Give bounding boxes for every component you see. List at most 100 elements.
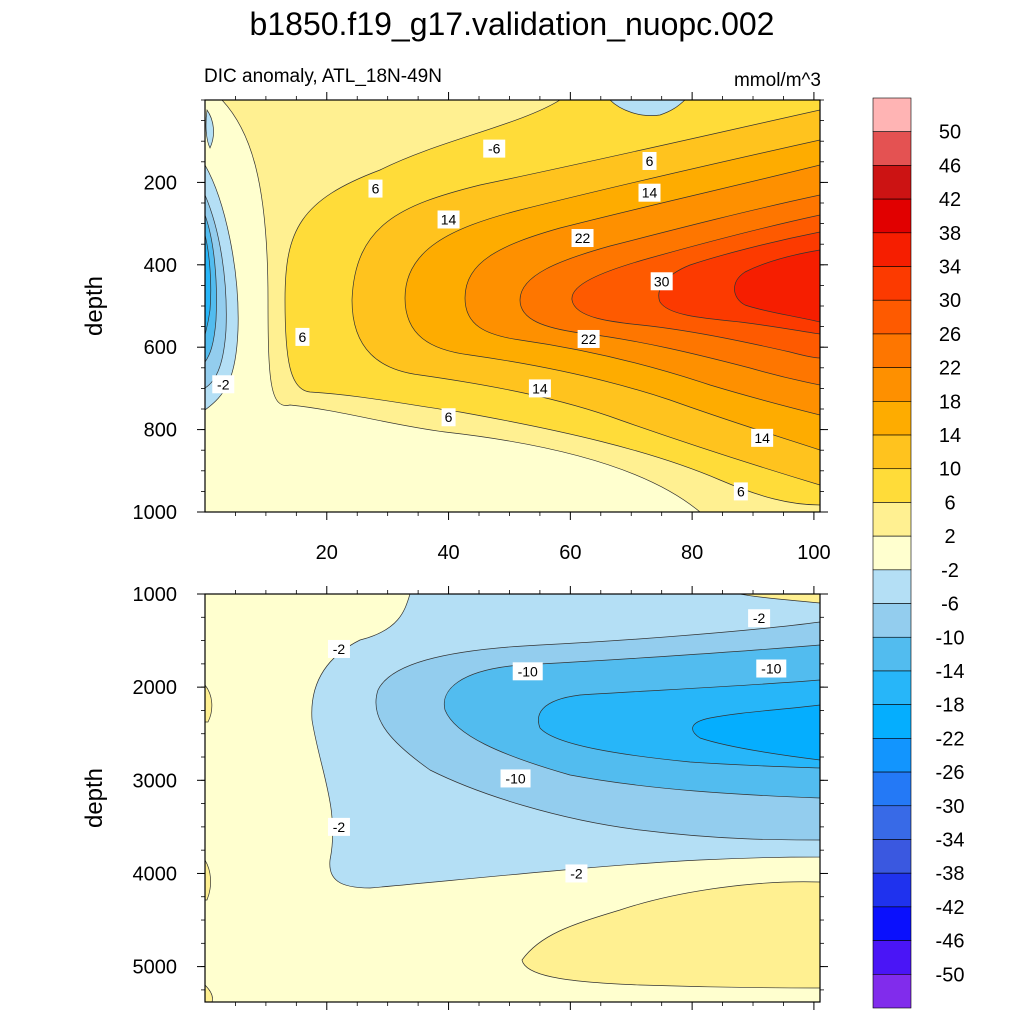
colorbar-label: -50	[936, 964, 965, 986]
upper-ytick-label: 1000	[133, 502, 178, 524]
upper-contour-label-bg	[528, 379, 551, 398]
upper-contour-label-bg	[650, 272, 673, 291]
upper-ticks: 200 400 600 800 1000 20 40 60 80 100	[133, 92, 831, 564]
colorbar-label: 26	[939, 324, 961, 346]
colorbar-swatch	[872, 973, 912, 1009]
lower-ytick-label: 4000	[133, 863, 178, 885]
lower-ytick-label: 5000	[133, 957, 178, 979]
upper-contour-label-bg	[212, 375, 235, 394]
lower-contour-label-text: -2	[333, 819, 346, 835]
colorbar-swatch	[872, 636, 912, 672]
colorbar-swatch	[872, 131, 912, 166]
colorbar-label: -42	[936, 897, 965, 919]
upper-xtick-label: 100	[797, 542, 830, 564]
colorbar-label: -18	[936, 695, 965, 717]
upper-xtick-label: 40	[437, 542, 459, 564]
colorbar-swatch	[872, 603, 912, 638]
colorbar-label: -26	[936, 762, 965, 784]
colorbar-swatch	[872, 872, 912, 908]
upper-contour-label: 14	[638, 183, 661, 202]
upper-contour-label: 6	[441, 408, 456, 427]
upper-contour-label-bg	[577, 329, 600, 348]
colorbar-swatch	[872, 502, 912, 537]
lower-contour-label: -2	[327, 639, 350, 658]
upper-contour-label-bg	[638, 183, 661, 202]
colorbar-swatch	[872, 940, 912, 975]
lower-contour-label-text: -2	[570, 865, 583, 881]
upper-contour-label: 14	[528, 379, 551, 398]
colorbar-label: 22	[939, 358, 961, 380]
upper-contour-label-text: 14	[642, 185, 658, 201]
colorbar-swatch	[872, 738, 912, 773]
colorbar-label: -6	[941, 594, 959, 616]
upper-contour-label: 22	[577, 329, 600, 348]
colorbar-swatch	[872, 670, 912, 705]
lower-ticks: 1000 2000 3000 4000 5000	[133, 584, 828, 1010]
upper-contour-label-text: 6	[445, 409, 453, 425]
colorbar-swatch	[872, 333, 912, 368]
colorbar-swatch	[872, 535, 912, 571]
lower-contour-labels: -2 -2 -10 -10 -10 -2 -2	[327, 609, 787, 883]
colorbar-label: -34	[936, 829, 965, 851]
colorbar-swatch	[872, 569, 912, 604]
colorbar-swatch	[872, 266, 912, 301]
lower-ytick-label: 1000	[133, 584, 178, 606]
colorbar-label: -10	[936, 627, 965, 649]
colorbar-label: -30	[936, 796, 965, 818]
colorbar: 50 46 42 38 34 30 26 22 18 14 10 6 2 -2 -6 -10 -14 -18 -22…	[872, 97, 965, 1009]
upper-contour-label: -6	[483, 139, 506, 158]
upper-contour-label: 30	[650, 272, 673, 291]
main-title: b1850.f19_g17.validation_nuopc.002	[250, 6, 775, 42]
colorbar-swatch	[872, 906, 912, 941]
colorbar-swatch	[872, 805, 912, 840]
upper-contour-label-bg	[483, 139, 506, 158]
upper-xtick-label: 60	[559, 542, 581, 564]
colorbar-swatch	[872, 704, 912, 739]
colorbar-label: -14	[936, 661, 965, 683]
upper-contour-label-bg	[751, 428, 774, 447]
upper-ytick-label: 200	[144, 172, 177, 194]
upper-contour-label-bg	[368, 179, 383, 198]
colorbar-label: 42	[939, 189, 961, 211]
upper-units: mmol/m^3	[734, 70, 821, 91]
upper-contour-fill	[205, 100, 820, 512]
colorbar-swatch	[872, 401, 912, 436]
lower-contour-label-bg	[756, 659, 787, 678]
lower-contour-label-bg	[327, 817, 350, 836]
lower-panel: -2 -2 -10 -10 -10 -2 -2 1000 2000 3000 4000 5000 d…	[81, 584, 828, 1010]
upper-contour-label-text: 6	[299, 329, 307, 345]
lower-contour-label-text: -2	[333, 641, 346, 657]
upper-contour-label-text: 6	[646, 153, 654, 169]
colorbar-label: -38	[936, 863, 965, 885]
upper-contour-label-text: 22	[581, 331, 597, 347]
upper-contour-label: -2	[212, 375, 235, 394]
upper-xtick-label: 20	[316, 542, 338, 564]
upper-contour-label-text: 6	[737, 483, 745, 499]
lower-contour-label-text: -10	[505, 770, 525, 786]
upper-ytick-label: 800	[144, 420, 177, 442]
upper-contour-label-text: 14	[754, 430, 770, 446]
upper-contour-label-text: 30	[654, 273, 670, 289]
upper-contour-label: 6	[368, 179, 383, 198]
upper-contour-label-bg	[642, 151, 657, 170]
upper-contour-label-text: -6	[488, 141, 501, 157]
upper-contour-label: 14	[437, 210, 460, 229]
colorbar-label: -46	[936, 931, 965, 953]
colorbar-swatch	[872, 367, 912, 402]
upper-contour-labels: 6 -6 6 14 14 22 30 6 22 -2 14 6 14 6	[212, 139, 774, 501]
colorbar-label: 30	[939, 290, 961, 312]
lower-ytick-label: 2000	[133, 677, 178, 699]
colorbar-swatch	[872, 198, 912, 234]
lower-contour-label-text: -2	[753, 610, 766, 626]
colorbar-label: 10	[939, 459, 961, 481]
upper-contour-label-bg	[437, 210, 460, 229]
upper-ytick-label: 400	[144, 255, 177, 277]
upper-contour-label: 22	[571, 229, 594, 248]
lower-contour-label-bg	[565, 864, 588, 883]
lower-contour-label: -2	[565, 864, 588, 883]
lower-contour-label: -10	[756, 659, 787, 678]
colorbar-swatch	[872, 434, 912, 470]
colorbar-label: 6	[944, 492, 955, 514]
lower-contour-label-bg	[500, 769, 531, 788]
